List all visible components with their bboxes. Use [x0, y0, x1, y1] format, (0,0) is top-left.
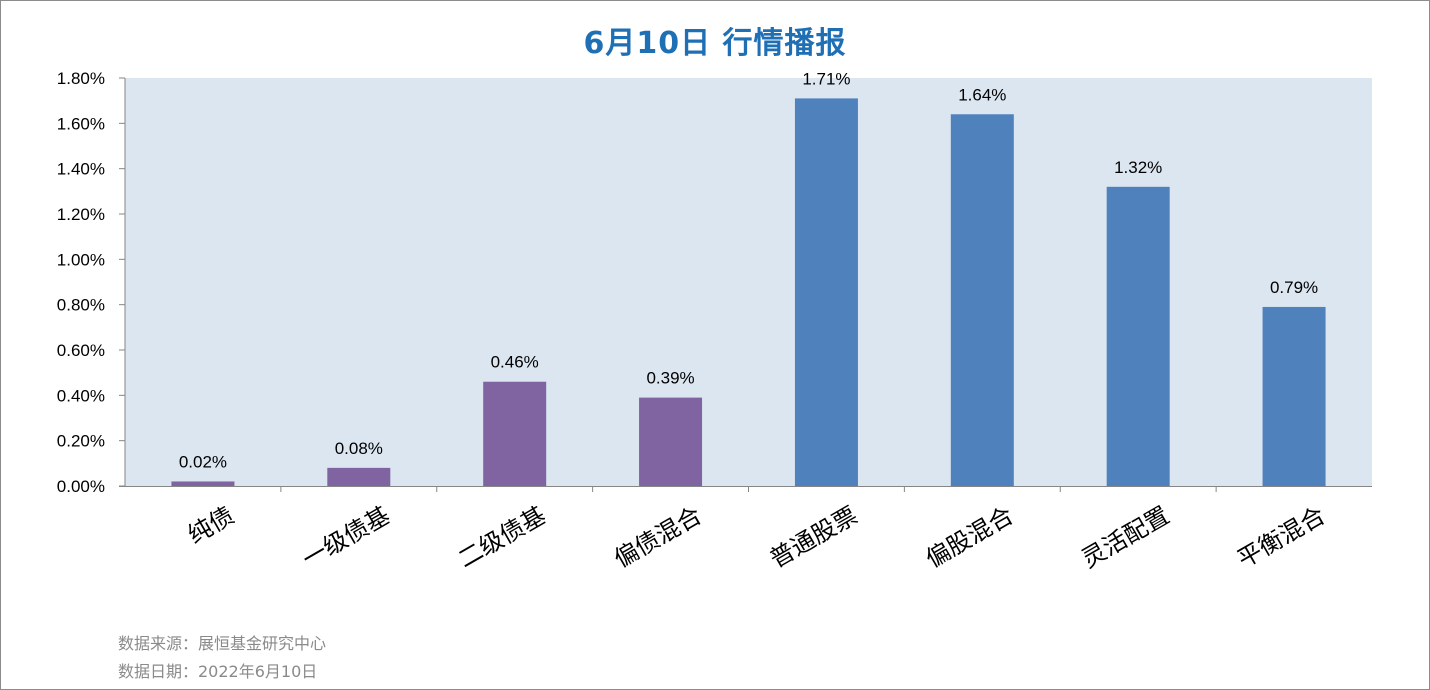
bar [639, 397, 703, 486]
y-tick-label: 0.80% [57, 296, 105, 315]
y-tick-label: 1.40% [57, 160, 105, 179]
data-label: 1.71% [802, 69, 850, 88]
x-tick-label: 偏股混合 [921, 501, 1018, 573]
y-tick-label: 0.20% [57, 432, 105, 451]
y-tick-label: 0.40% [57, 386, 105, 405]
bar [171, 481, 235, 486]
x-tick-label: 平衡混合 [1233, 501, 1330, 573]
x-tick-label: 偏债混合 [609, 501, 706, 573]
y-tick-label: 1.80% [57, 69, 105, 88]
data-label: 0.46% [491, 353, 539, 372]
bar [950, 114, 1014, 487]
data-label: 0.79% [1270, 278, 1318, 297]
x-tick-label: 一级债基 [297, 501, 394, 573]
x-tick-label: 纯债 [183, 501, 239, 549]
plot-area [125, 78, 1372, 486]
x-tick-label: 普通股票 [765, 501, 862, 573]
y-tick-label: 0.60% [57, 341, 105, 360]
data-source-note: 数据来源：展恒基金研究中心 [118, 634, 327, 653]
data-label: 0.02% [179, 452, 227, 471]
bar [1106, 186, 1170, 487]
data-label: 0.39% [646, 369, 694, 388]
x-tick-label: 二级债基 [453, 501, 550, 573]
y-tick-label: 1.60% [57, 114, 105, 133]
bar [483, 381, 547, 486]
chart-title: 6月10日 行情播报 [583, 26, 847, 61]
y-tick-label: 1.20% [57, 205, 105, 224]
x-tick-label: 灵活配置 [1077, 501, 1174, 573]
data-label: 1.64% [958, 85, 1006, 104]
bar [327, 467, 391, 486]
y-tick-label: 1.00% [57, 250, 105, 269]
bar [1262, 306, 1326, 486]
bar [794, 98, 858, 487]
y-tick-label: 0.00% [57, 477, 105, 496]
data-label: 1.32% [1114, 158, 1162, 177]
data-label: 0.08% [335, 439, 383, 458]
data-date-note: 数据日期：2022年6月10日 [118, 662, 318, 681]
